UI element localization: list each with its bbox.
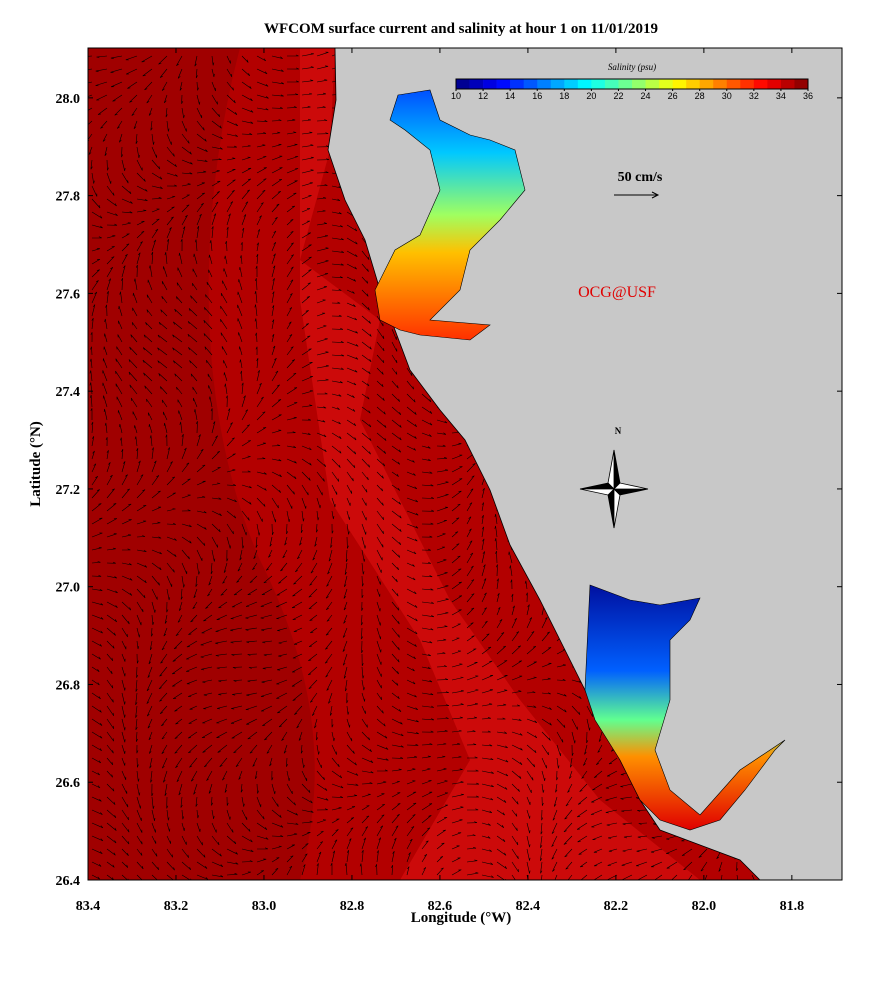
colorbar-tick-label: 12 bbox=[478, 91, 488, 101]
x-tick-label: 82.6 bbox=[428, 899, 453, 914]
colorbar-segment bbox=[726, 79, 741, 89]
y-axis-label: Latitude (°N) bbox=[28, 421, 44, 507]
colorbar-segment bbox=[483, 79, 497, 89]
colorbar-segment bbox=[537, 79, 552, 89]
y-tick-label: 28.0 bbox=[56, 92, 81, 107]
colorbar-segment bbox=[686, 79, 700, 89]
y-tick-label: 26.4 bbox=[56, 874, 81, 889]
colorbar-segment bbox=[713, 79, 728, 89]
y-tick-label: 27.4 bbox=[56, 385, 81, 400]
colorbar-segment bbox=[618, 79, 633, 89]
colorbar-segment bbox=[564, 79, 579, 89]
colorbar-segment bbox=[523, 79, 538, 89]
x-tick-label: 82.4 bbox=[516, 899, 541, 914]
x-axis-label: Longitude (°W) bbox=[411, 910, 512, 926]
charlotte-harbor bbox=[584, 584, 786, 831]
y-tick-label: 27.6 bbox=[56, 287, 81, 302]
x-tick-label: 81.8 bbox=[780, 899, 805, 914]
colorbar-segment bbox=[753, 79, 768, 89]
x-tick-label: 83.2 bbox=[164, 899, 189, 914]
map-area bbox=[88, 48, 842, 880]
colorbar-title: Salinity (psu) bbox=[608, 62, 656, 72]
colorbar-tick-label: 26 bbox=[668, 91, 678, 101]
x-tick-label: 83.4 bbox=[76, 899, 101, 914]
compass-label: N bbox=[615, 426, 622, 436]
tampa-bay bbox=[374, 89, 526, 341]
colorbar-segment bbox=[794, 79, 809, 89]
colorbar-segment bbox=[591, 79, 606, 89]
colorbar-tick-label: 28 bbox=[695, 91, 705, 101]
colorbar-segment bbox=[659, 79, 673, 89]
scale-label: 50 cm/s bbox=[618, 170, 663, 185]
colorbar-segment bbox=[469, 79, 484, 89]
axes: 83.4 83.2 83.0 82.8 82.6 82.4 82.2 82.0 81.8 26.4… bbox=[56, 48, 842, 914]
colorbar-segment bbox=[699, 79, 714, 89]
y-tick-label: 27.8 bbox=[56, 190, 81, 205]
colorbar-tick-label: 24 bbox=[641, 91, 651, 101]
x-tick-label: 82.0 bbox=[692, 899, 717, 914]
colorbar-tick-label: 32 bbox=[749, 91, 759, 101]
colorbar-tick-label: 16 bbox=[532, 91, 542, 101]
colorbar-segment bbox=[550, 79, 565, 89]
x-tick-label: 83.0 bbox=[252, 899, 277, 914]
x-tick-label: 82.2 bbox=[604, 899, 629, 914]
colorbar-segment bbox=[645, 79, 660, 89]
colorbar-segment bbox=[632, 79, 646, 89]
colorbar-tick-label: 18 bbox=[559, 91, 569, 101]
y-tick-label: 27.2 bbox=[56, 483, 81, 498]
credit: OCG@USF bbox=[578, 284, 656, 301]
colorbar-tick-label: 34 bbox=[776, 91, 786, 101]
colorbar-segment bbox=[604, 79, 619, 89]
y-tick-label: 27.0 bbox=[56, 581, 81, 596]
colorbar-segment bbox=[740, 79, 755, 89]
colorbar-segment bbox=[456, 79, 470, 89]
colorbar-segment bbox=[672, 79, 687, 89]
colorbar-segment bbox=[767, 79, 782, 89]
compass-rose bbox=[579, 449, 649, 529]
colorbar-tick-label: 22 bbox=[613, 91, 623, 101]
y-tick-label: 26.6 bbox=[56, 776, 81, 791]
colorbar-tick-label: 20 bbox=[586, 91, 596, 101]
nearshore-water bbox=[300, 48, 700, 880]
colorbar-tick-label: 14 bbox=[505, 91, 515, 101]
offshore-water bbox=[88, 48, 315, 880]
colorbar-tick-label: 30 bbox=[722, 91, 732, 101]
scale-arrowhead bbox=[651, 191, 660, 199]
colorbar-segment bbox=[780, 79, 795, 89]
colorbar-frame bbox=[455, 78, 809, 90]
x-tick-label: 82.8 bbox=[340, 899, 365, 914]
colorbar-segment bbox=[496, 79, 511, 89]
plot-frame bbox=[87, 47, 843, 881]
colorbar-segment bbox=[577, 79, 592, 89]
colorbar-tick-label: 36 bbox=[803, 91, 813, 101]
map-title: WFCOM surface current and salinity at ho… bbox=[264, 21, 658, 37]
colorbar: 10 12 14 16 18 20 22 24 26 28 30 32 34 36 bbox=[451, 78, 813, 101]
colorbar-tick-label: 10 bbox=[451, 91, 461, 101]
colorbar-segment bbox=[510, 79, 524, 89]
y-tick-label: 26.8 bbox=[56, 678, 81, 693]
